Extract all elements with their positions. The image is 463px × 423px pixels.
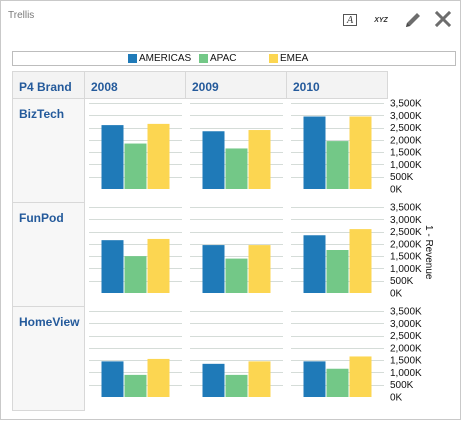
legend-swatch-americas [128, 54, 137, 63]
legend-swatch-emea [269, 54, 278, 63]
close-icon-graphic [434, 10, 452, 28]
y-tick-label: 3,500K [390, 203, 422, 214]
column-header-label: 2008 [91, 80, 118, 94]
pencil-icon[interactable] [403, 10, 423, 30]
column-header-label: 2009 [192, 80, 219, 94]
row-label-homeview: HomeView [12, 307, 85, 411]
y-tick-label: 3,500K [390, 99, 422, 110]
text-format-glyph: A [346, 14, 354, 26]
row-label-funpod: FunPod [12, 203, 85, 307]
row-label-text: HomeView [19, 315, 80, 329]
column-header-label: 2010 [293, 80, 320, 94]
y-tick-label: 1,500K [390, 148, 422, 159]
row-label-biztech: BizTech [12, 99, 85, 203]
y-tick-label: 500K [390, 276, 414, 287]
y-tick-label: 3,000K [390, 319, 422, 330]
y-tick-label: 1,500K [390, 252, 422, 263]
legend-swatch-apac [199, 54, 208, 63]
y-tick-label: 0K [390, 289, 403, 300]
close-icon[interactable] [434, 10, 452, 28]
y-tick-label: 0K [390, 393, 403, 404]
pencil-icon-graphic [406, 13, 420, 27]
data-format-glyph: XYZ [374, 16, 388, 24]
y-tick-label: 2,000K [390, 343, 422, 354]
panel-title: Trellis [8, 10, 35, 21]
y-tick-label: 500K [390, 380, 414, 391]
y-tick-label: 1,000K [390, 368, 422, 379]
row-label-text: BizTech [19, 107, 65, 121]
y-tick-label: 3,000K [390, 215, 422, 226]
y-tick-label: 1,000K [390, 264, 422, 275]
text-format-icon[interactable]: A [343, 14, 357, 26]
chart-legend: AMERICAS APAC EMEA [12, 51, 456, 66]
row-header-title: P4 Brand [12, 71, 85, 99]
y-tick-label: 1,000K [390, 160, 422, 171]
y-tick-label: 500K [390, 172, 414, 183]
y-axis-measure-label: 1 - Revenue [423, 225, 434, 280]
legend-item-apac: APAC [199, 53, 237, 64]
legend-label-apac: APAC [210, 53, 237, 64]
y-tick-label: 3,500K [390, 307, 422, 318]
legend-item-americas: AMERICAS [128, 53, 191, 64]
column-header-2009: 2009 [186, 71, 287, 99]
y-tick-label: 2,000K [390, 135, 422, 146]
column-header-2010: 2010 [287, 71, 388, 99]
y-tick-label: 2,500K [390, 227, 422, 238]
y-tick-label: 2,500K [390, 123, 422, 134]
y-tick-label: 2,000K [390, 239, 422, 250]
row-header-label: P4 Brand [19, 80, 72, 94]
trellis-grid: P4 Brand 2008 2009 2010 BizTech FunPod H… [12, 71, 388, 411]
y-tick-label: 0K [390, 185, 403, 196]
legend-label-americas: AMERICAS [139, 53, 192, 64]
y-tick-label: 2,500K [390, 331, 422, 342]
y-tick-label: 1,500K [390, 356, 422, 367]
legend-label-emea: EMEA [280, 53, 309, 64]
y-tick-label: 3,000K [390, 111, 422, 122]
column-header-2008: 2008 [85, 71, 186, 99]
row-label-text: FunPod [19, 211, 64, 225]
data-format-icon[interactable]: XYZ [371, 14, 391, 26]
legend-item-emea: EMEA [269, 53, 308, 64]
